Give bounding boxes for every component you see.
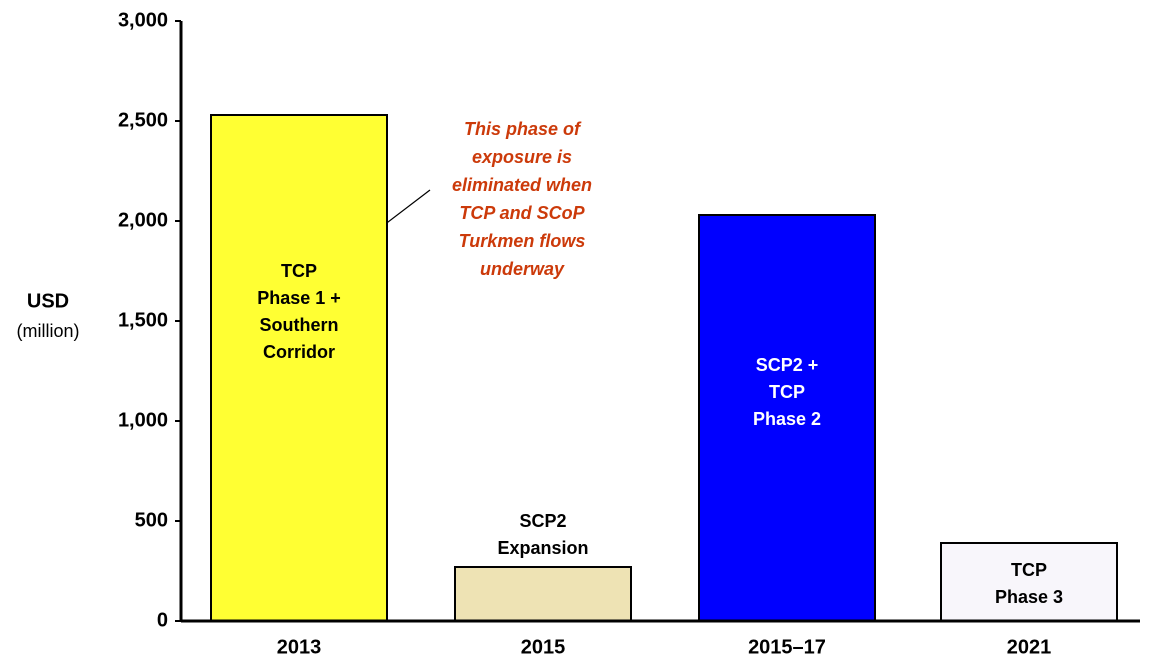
- bar-label: Phase 3: [995, 587, 1063, 607]
- y-tick-label: 500: [135, 509, 168, 531]
- y-tick-label: 2,000: [118, 209, 168, 231]
- bar: [698, 214, 876, 622]
- annotation: This phase of: [464, 119, 582, 139]
- bar-label: Southern: [260, 315, 339, 335]
- bar-label: SCP2: [519, 511, 566, 531]
- bar-label: Phase 2: [753, 409, 821, 429]
- annotation: Turkmen flows: [459, 231, 586, 251]
- x-tick-label: 2015: [521, 636, 566, 658]
- y-tick-label: 2,500: [118, 109, 168, 131]
- y-axis-unit: (million): [17, 321, 80, 341]
- y-tick-label: 1,500: [118, 309, 168, 331]
- bar-label: SCP2 +: [756, 355, 819, 375]
- annotation: eliminated when: [452, 175, 592, 195]
- x-tick-label: 2013: [277, 636, 322, 658]
- annotation: exposure is: [472, 147, 572, 167]
- bar-label: TCP: [1011, 560, 1047, 580]
- bar-label: Expansion: [497, 538, 588, 558]
- bar: [210, 114, 388, 622]
- bar-label: TCP: [281, 261, 317, 281]
- bar-label: Corridor: [263, 342, 335, 362]
- bar-label: Phase 1 +: [257, 288, 341, 308]
- bar: [454, 566, 632, 622]
- x-tick-label: 2021: [1007, 636, 1052, 658]
- y-axis-label: USD: [27, 290, 69, 312]
- annotation: underway: [480, 259, 565, 279]
- bar-label: TCP: [769, 382, 805, 402]
- x-tick-label: 2015–17: [748, 636, 826, 658]
- y-tick-label: 3,000: [118, 9, 168, 31]
- bar: [940, 542, 1118, 622]
- annotation: TCP and SCoP: [459, 203, 585, 223]
- y-tick-label: 0: [157, 609, 168, 631]
- y-tick-label: 1,000: [118, 409, 168, 431]
